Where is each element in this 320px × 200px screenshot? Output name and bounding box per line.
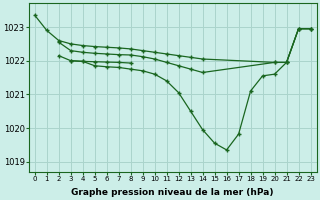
X-axis label: Graphe pression niveau de la mer (hPa): Graphe pression niveau de la mer (hPa) xyxy=(71,188,274,197)
